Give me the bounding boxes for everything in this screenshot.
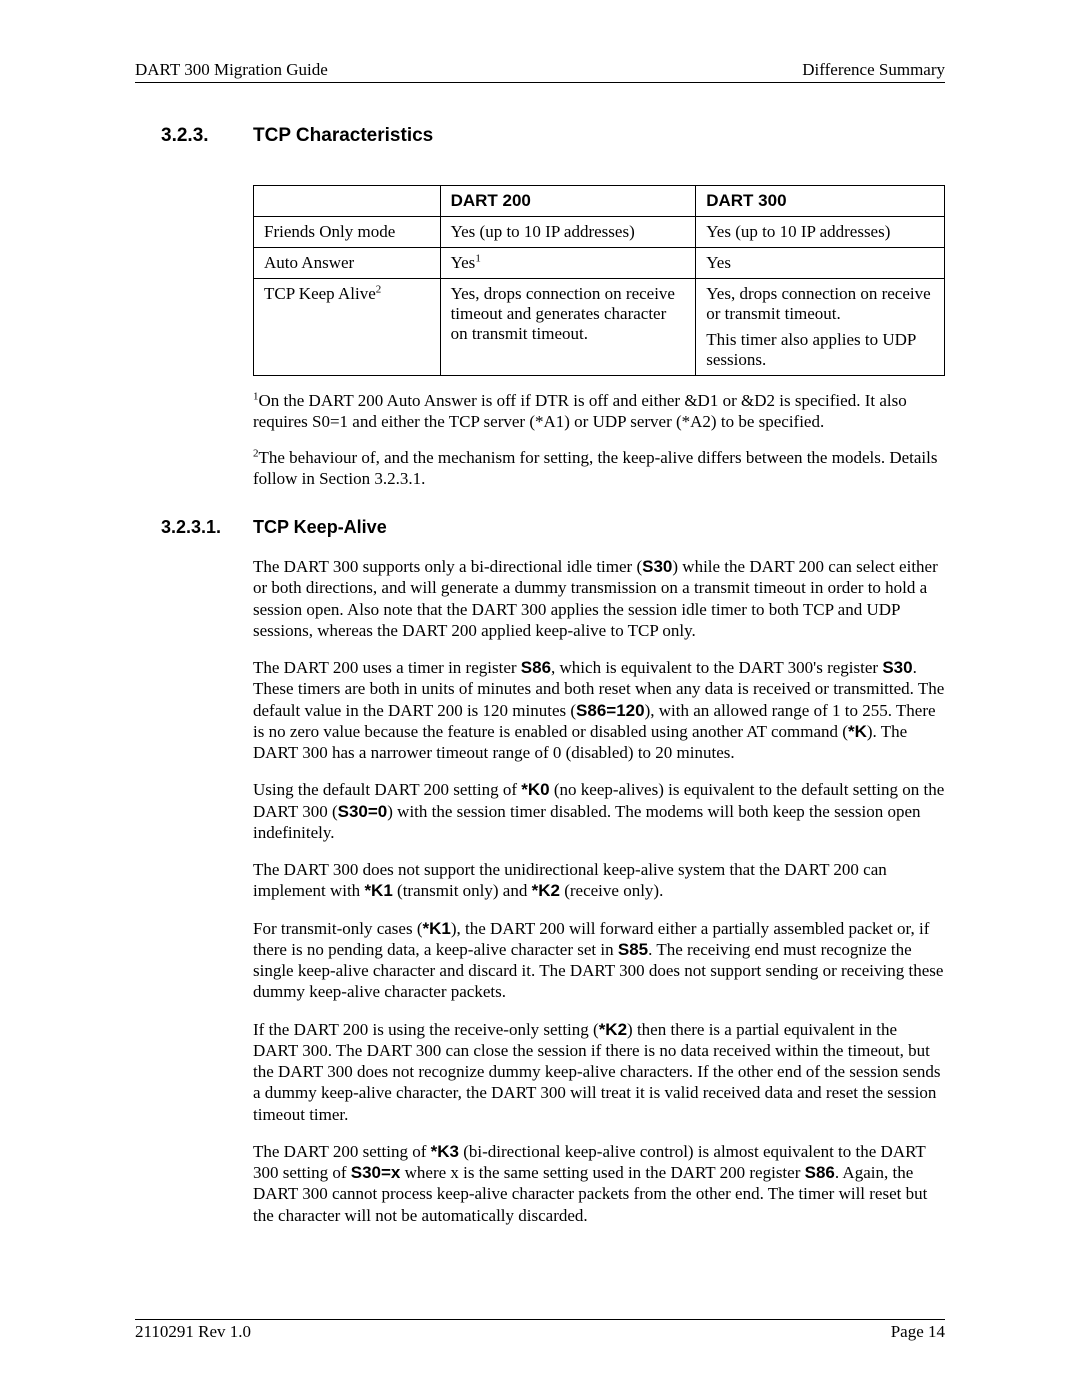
page-footer: 2110291 Rev 1.0 Page 14: [135, 1319, 945, 1342]
subsection-number: 3.2.3.1.: [161, 517, 253, 538]
subsection-content: The DART 300 supports only a bi-directio…: [253, 556, 945, 1226]
table-row: Friends Only mode Yes (up to 10 IP addre…: [254, 217, 945, 248]
header-right: Difference Summary: [802, 60, 945, 80]
paragraph: The DART 300 does not support the unidir…: [253, 859, 945, 902]
cell-label: TCP Keep Alive2: [254, 279, 441, 376]
section-heading: 3.2.3. TCP Characteristics: [161, 125, 945, 147]
table-row: Auto Answer Yes1 Yes: [254, 248, 945, 279]
subsection-heading: 3.2.3.1. TCP Keep-Alive: [161, 517, 945, 538]
header-left: DART 300 Migration Guide: [135, 60, 328, 80]
cell-d200: Yes1: [440, 248, 696, 279]
paragraph: The DART 200 setting of *K3 (bi-directio…: [253, 1141, 945, 1226]
footnote-1: 1On the DART 200 Auto Answer is off if D…: [253, 390, 945, 433]
paragraph: Using the default DART 200 setting of *K…: [253, 779, 945, 843]
cell-label: Auto Answer: [254, 248, 441, 279]
table-row: TCP Keep Alive2 Yes, drops connection on…: [254, 279, 945, 376]
footer-left: 2110291 Rev 1.0: [135, 1322, 251, 1342]
section-number: 3.2.3.: [161, 125, 253, 147]
paragraph: The DART 300 supports only a bi-directio…: [253, 556, 945, 641]
paragraph: For transmit-only cases (*K1), the DART …: [253, 918, 945, 1003]
table-header-row: DART 200 DART 300: [254, 186, 945, 217]
paragraph: If the DART 200 is using the receive-onl…: [253, 1019, 945, 1125]
th-dart200: DART 200: [440, 186, 696, 217]
th-dart300: DART 300: [696, 186, 945, 217]
footnote-2: 2The behaviour of, and the mechanism for…: [253, 447, 945, 490]
cell-d200: Yes (up to 10 IP addresses): [440, 217, 696, 248]
page-header: DART 300 Migration Guide Difference Summ…: [135, 60, 945, 83]
cell-d300: Yes (up to 10 IP addresses): [696, 217, 945, 248]
paragraph: The DART 200 uses a timer in register S8…: [253, 657, 945, 763]
cell-d300: Yes, drops connection on receive or tran…: [696, 279, 945, 376]
cell-label: Friends Only mode: [254, 217, 441, 248]
cell-d300: Yes: [696, 248, 945, 279]
cell-d200: Yes, drops connection on receive timeout…: [440, 279, 696, 376]
comparison-table: DART 200 DART 300 Friends Only mode Yes …: [253, 185, 945, 376]
section-title: TCP Characteristics: [253, 125, 433, 147]
th-blank: [254, 186, 441, 217]
document-page: DART 300 Migration Guide Difference Summ…: [0, 0, 1080, 1397]
content-block: DART 200 DART 300 Friends Only mode Yes …: [253, 185, 945, 489]
subsection-title: TCP Keep-Alive: [253, 517, 387, 538]
footer-right: Page 14: [891, 1322, 945, 1342]
